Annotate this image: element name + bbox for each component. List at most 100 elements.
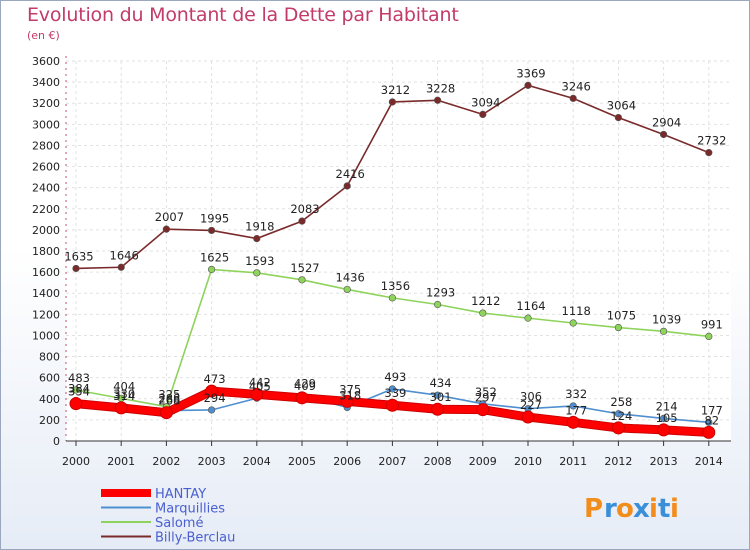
y-tick-label: 2000 (32, 224, 60, 237)
data-label-billy-berclau: 1635 (64, 249, 93, 263)
data-point-marquillies (388, 385, 397, 393)
data-label-billy-berclau: 2007 (155, 210, 184, 224)
legend-label-hantay: HANTAY (155, 487, 206, 502)
data-label-marquillies: 294 (204, 391, 226, 405)
data-point-billy-berclau (705, 149, 713, 157)
y-tick-label: 3000 (32, 118, 60, 131)
data-label-hantay: 124 (610, 409, 632, 423)
x-tick-label: 2010 (514, 455, 542, 468)
data-point-salom- (659, 327, 668, 335)
legend-label-billy-berclau: Billy-Berclau (155, 531, 235, 546)
data-label-hantay: 375 (339, 382, 361, 396)
data-point-billy-berclau (117, 263, 125, 271)
data-point-billy-berclau (162, 225, 170, 233)
data-point-salom- (208, 265, 216, 274)
data-label-salom-: 1039 (652, 312, 681, 326)
data-point-marquillies (659, 414, 668, 423)
x-tick-label: 2012 (604, 455, 632, 468)
data-label-billy-berclau: 3369 (516, 66, 545, 80)
data-label-billy-berclau: 2416 (336, 167, 365, 181)
y-tick-label: 2600 (32, 161, 60, 174)
data-point-billy-berclau (614, 113, 623, 122)
data-point-marquillies (614, 410, 623, 418)
data-point-hantay (159, 406, 173, 420)
data-label-marquillies: 177 (701, 403, 723, 417)
brand-letter: t (658, 494, 670, 524)
data-point-hantay (566, 415, 580, 429)
data-point-salom- (343, 285, 351, 294)
data-label-marquillies: 306 (520, 390, 542, 404)
data-point-hantay (114, 401, 128, 415)
data-label-salom-: 1356 (381, 279, 410, 293)
x-tick-label: 2011 (559, 455, 587, 468)
data-label-billy-berclau: 1646 (110, 248, 139, 262)
y-tick-label: 3200 (32, 97, 60, 110)
brand-letter: o (616, 494, 634, 524)
y-tick-label: 1400 (32, 287, 60, 300)
data-label-marquillies: 352 (475, 385, 497, 399)
data-point-salom- (72, 386, 80, 394)
data-point-hantay (250, 387, 264, 401)
x-tick-label: 2006 (333, 455, 361, 468)
legend-label-marquillies: Marquillies (155, 502, 225, 517)
data-point-billy-berclau (434, 96, 442, 104)
data-label-hantay: 82 (704, 413, 719, 427)
y-tick-label: 0 (53, 435, 60, 448)
data-label-hantay: 339 (384, 386, 406, 400)
data-label-billy-berclau: 3246 (562, 79, 591, 93)
x-tick-label: 2014 (695, 455, 723, 468)
data-label-hantay: 268 (158, 394, 180, 408)
data-point-salom- (569, 319, 577, 327)
data-label-billy-berclau: 3212 (381, 83, 410, 97)
data-label-billy-berclau: 2083 (290, 202, 319, 216)
data-label-marquillies: 318 (339, 388, 361, 402)
data-point-hantay (657, 423, 671, 437)
data-label-marquillies: 429 (294, 377, 316, 391)
data-point-marquillies (434, 391, 442, 399)
data-label-salom-: 1164 (516, 299, 545, 313)
data-point-billy-berclau (72, 264, 80, 273)
y-tick-label: 1600 (32, 266, 60, 279)
y-tick-label: 3600 (32, 55, 60, 68)
y-tick-label: 1800 (32, 245, 60, 258)
x-tick-label: 2001 (107, 455, 135, 468)
data-label-salom-: 325 (158, 388, 180, 402)
data-point-hantay (69, 397, 83, 411)
data-label-hantay: 105 (656, 411, 678, 425)
data-point-salom- (524, 314, 532, 322)
data-label-salom-: 991 (701, 317, 723, 331)
y-tick-label: 800 (39, 351, 60, 364)
brand-letter: P (584, 494, 603, 524)
x-tick-label: 2013 (650, 455, 678, 468)
x-tick-label: 2008 (424, 455, 452, 468)
data-label-marquillies: 434 (430, 376, 452, 390)
data-point-hantay (611, 421, 625, 435)
data-label-billy-berclau: 1918 (245, 220, 274, 234)
data-point-hantay (521, 410, 535, 424)
data-point-billy-berclau (479, 110, 487, 119)
data-label-marquillies: 384 (68, 381, 90, 395)
data-point-hantay (295, 391, 309, 405)
data-point-hantay (340, 394, 354, 408)
data-label-salom-: 1212 (471, 294, 500, 308)
data-point-billy-berclau (659, 130, 668, 139)
data-label-hantay: 473 (204, 372, 226, 386)
x-tick-label: 2007 (378, 455, 406, 468)
chart-subtitle: (en €) (27, 29, 60, 42)
data-label-marquillies: 258 (610, 395, 632, 409)
x-tick-label: 2005 (288, 455, 316, 468)
y-tick-label: 1200 (32, 308, 60, 321)
data-label-hantay: 177 (565, 403, 587, 417)
data-point-marquillies (705, 418, 713, 426)
data-label-salom-: 1436 (336, 270, 365, 284)
x-tick-label: 2004 (243, 455, 271, 468)
data-label-salom-: 1075 (607, 309, 636, 323)
data-point-salom- (705, 332, 713, 340)
data-label-billy-berclau: 3064 (607, 99, 636, 113)
x-tick-label: 2002 (152, 455, 180, 468)
data-label-salom-: 1625 (200, 250, 229, 264)
data-label-salom-: 1527 (290, 261, 319, 275)
data-label-marquillies: 288 (158, 392, 180, 406)
